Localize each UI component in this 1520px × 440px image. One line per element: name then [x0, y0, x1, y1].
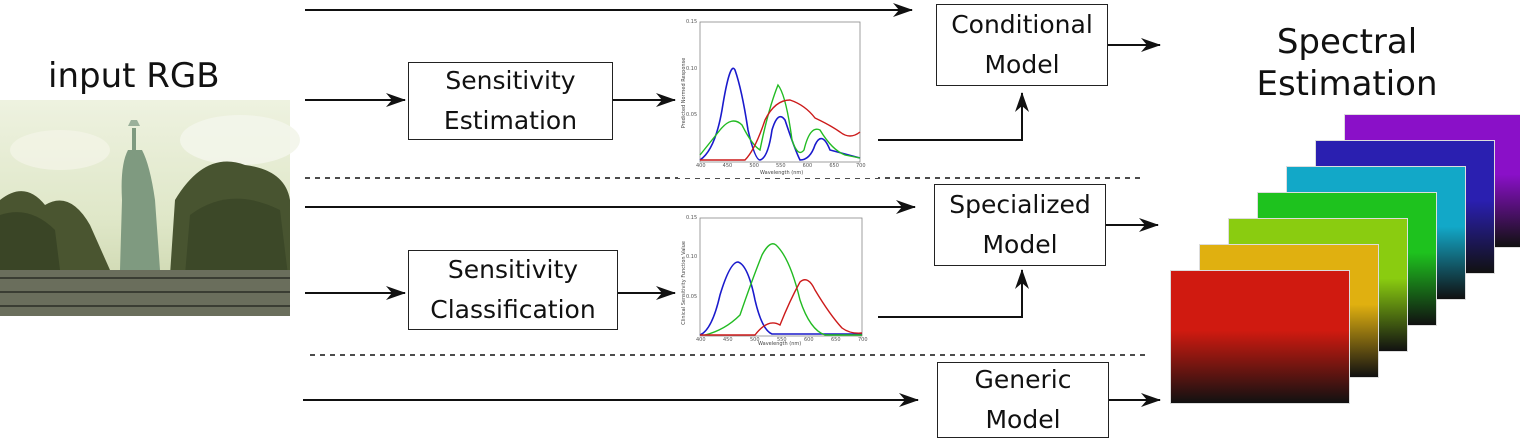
plot2-ytick: 0.10: [686, 254, 698, 261]
output-title-line1: Spectral: [1276, 22, 1418, 62]
conditional-model-line2: Model: [984, 50, 1060, 79]
specialized-model-box: Specialized Model: [934, 184, 1106, 266]
generic-model-line1: Generic: [974, 365, 1072, 394]
sensitivity-estimation-box: Sensitivity Estimation: [408, 62, 613, 140]
plot2-xlabel: Wavelength (nm): [758, 341, 802, 347]
plot1-xtick: 600: [802, 163, 813, 169]
plot2-blue-curve: [699, 261, 862, 336]
conditional-model-line1: Conditional: [951, 10, 1093, 39]
sensitivity-classification-box: Sensitivity Classification: [408, 250, 618, 330]
specialized-model-line2: Model: [982, 230, 1058, 259]
plot1-xtick: 400: [696, 163, 706, 169]
plot1-ytick: 0.15: [686, 19, 698, 25]
plot2-xtick: 500: [750, 337, 760, 343]
arrow-plot-to-specialized: [877, 269, 1029, 318]
specialized-model-line1: Specialized: [949, 190, 1091, 219]
plot2-xtick: 600: [804, 337, 814, 343]
output-title-line2: Estimation: [1256, 64, 1438, 104]
plot1-ylabel: Predicted Normed Response: [681, 57, 687, 129]
plot2-ytick: 0.05: [686, 293, 698, 300]
plot2-ytick: 0.15: [686, 215, 698, 221]
sensitivity-classification-line2: Classification: [430, 295, 596, 324]
plot2-red-curve: [700, 279, 863, 336]
plot1-xlabel: Wavelength (nm): [760, 170, 804, 176]
arrow-plot-to-conditional: [877, 92, 1029, 141]
plot2-xtick: 450: [723, 337, 733, 343]
plot2-ylabel: Clinical Sensitivity Function Value: [681, 241, 687, 325]
plot1-xtick: 550: [776, 163, 786, 169]
plot1-xtick: 500: [749, 163, 759, 169]
input-rgb-image: [0, 100, 300, 316]
plot2-xtick: 550: [777, 337, 787, 343]
plot1-ytick: 0.10: [686, 65, 698, 72]
plot1-red-curve: [700, 99, 861, 161]
generic-model-line2: Model: [985, 405, 1061, 434]
plot2-xtick: 650: [831, 337, 841, 343]
sensitivity-classification-plot: [678, 212, 878, 347]
plot2-green-curve: [704, 243, 862, 336]
sensitivity-classification-line1: Sensitivity: [447, 255, 579, 284]
generic-model-box: Generic Model: [937, 362, 1109, 438]
plot1-xtick: 450: [722, 163, 733, 169]
sensitivity-estimation-line2: Estimation: [443, 106, 578, 135]
plot1-ytick: 0.05: [686, 112, 698, 119]
conditional-model-box: Conditional Model: [936, 4, 1108, 86]
input-title: input RGB: [48, 56, 220, 96]
plot1-blue-curve: [699, 67, 861, 161]
sensitivity-estimation-line1: Sensitivity: [445, 66, 576, 95]
plot1-xtick: 650: [829, 163, 839, 169]
plot2-xtick: 700: [858, 337, 868, 343]
spectral-band-image: [1170, 270, 1350, 404]
plot1-green-curve: [699, 83, 861, 159]
plot1-xtick: 700: [856, 163, 866, 169]
sensitivity-estimation-plot: [678, 18, 878, 178]
plot2-xtick: 400: [696, 337, 706, 343]
